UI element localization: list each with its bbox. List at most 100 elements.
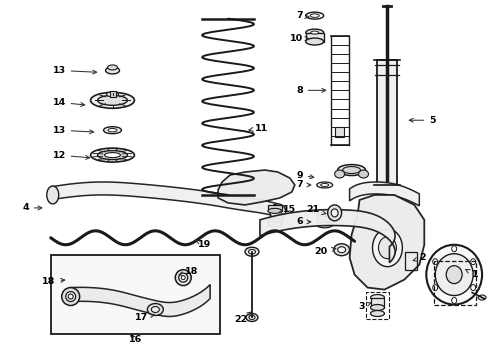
Ellipse shape — [91, 92, 134, 108]
Text: 9: 9 — [296, 171, 314, 180]
Ellipse shape — [245, 247, 259, 256]
Bar — [268, 218, 282, 224]
Ellipse shape — [249, 315, 255, 319]
Text: 8: 8 — [296, 86, 326, 95]
Ellipse shape — [359, 170, 368, 178]
Text: 11: 11 — [249, 124, 268, 133]
Text: 19: 19 — [196, 240, 211, 249]
Text: 18: 18 — [179, 267, 198, 276]
Ellipse shape — [66, 292, 75, 302]
Ellipse shape — [246, 314, 258, 321]
Ellipse shape — [317, 182, 333, 188]
Text: 18: 18 — [42, 277, 65, 286]
Ellipse shape — [378, 237, 396, 259]
Ellipse shape — [328, 205, 342, 221]
Ellipse shape — [248, 249, 255, 254]
Ellipse shape — [317, 212, 333, 218]
Ellipse shape — [105, 67, 120, 74]
Ellipse shape — [372, 229, 402, 267]
Bar — [51, 255, 220, 334]
Bar — [366, 292, 390, 319]
Text: 10: 10 — [290, 34, 309, 43]
Bar — [268, 205, 282, 211]
Text: 6: 6 — [296, 217, 311, 226]
Text: 1: 1 — [466, 270, 479, 279]
Ellipse shape — [370, 294, 385, 301]
Ellipse shape — [147, 303, 163, 315]
Polygon shape — [349, 182, 419, 206]
Text: 2: 2 — [413, 253, 426, 262]
Ellipse shape — [433, 259, 438, 265]
Text: 13: 13 — [52, 66, 97, 75]
Ellipse shape — [268, 221, 282, 226]
Bar — [317, 215, 333, 225]
Text: 7: 7 — [296, 180, 311, 189]
Ellipse shape — [335, 170, 344, 178]
Ellipse shape — [343, 167, 361, 174]
Ellipse shape — [331, 209, 338, 217]
Ellipse shape — [104, 153, 121, 158]
Ellipse shape — [370, 305, 385, 310]
Ellipse shape — [338, 247, 345, 253]
Ellipse shape — [446, 266, 462, 284]
Text: 14: 14 — [52, 98, 85, 107]
Bar — [110, 91, 116, 97]
Ellipse shape — [179, 273, 188, 282]
Ellipse shape — [151, 306, 159, 312]
Ellipse shape — [62, 288, 80, 306]
Text: 5: 5 — [409, 116, 436, 125]
Ellipse shape — [452, 246, 457, 252]
Bar — [377, 60, 397, 185]
Ellipse shape — [103, 127, 122, 134]
Ellipse shape — [435, 254, 473, 296]
Text: 3: 3 — [358, 302, 371, 311]
Ellipse shape — [108, 129, 117, 132]
Ellipse shape — [311, 31, 319, 34]
Text: 22: 22 — [235, 312, 251, 324]
Ellipse shape — [98, 150, 127, 159]
Ellipse shape — [270, 204, 286, 220]
Polygon shape — [349, 195, 424, 289]
Text: 15: 15 — [279, 206, 296, 215]
Ellipse shape — [471, 259, 476, 265]
Ellipse shape — [471, 285, 476, 291]
Ellipse shape — [433, 285, 438, 291]
Ellipse shape — [321, 184, 329, 186]
Ellipse shape — [426, 245, 482, 305]
Bar — [370, 298, 385, 307]
Ellipse shape — [68, 294, 73, 299]
Bar — [405, 252, 417, 270]
Text: 12: 12 — [52, 150, 90, 159]
Text: 7: 7 — [296, 11, 309, 20]
Text: 13: 13 — [52, 126, 94, 135]
Ellipse shape — [306, 29, 324, 36]
Text: 21: 21 — [306, 206, 326, 215]
Ellipse shape — [321, 213, 329, 216]
Ellipse shape — [91, 148, 134, 162]
Ellipse shape — [98, 95, 127, 105]
Text: 20: 20 — [315, 247, 336, 256]
Ellipse shape — [334, 244, 349, 256]
Ellipse shape — [370, 310, 385, 316]
Bar — [335, 127, 344, 137]
Ellipse shape — [306, 12, 324, 19]
Ellipse shape — [310, 14, 319, 17]
Ellipse shape — [47, 186, 59, 204]
Ellipse shape — [268, 208, 282, 213]
Polygon shape — [218, 170, 295, 205]
Bar — [434, 261, 476, 305]
Ellipse shape — [478, 295, 486, 300]
Ellipse shape — [106, 92, 119, 97]
Text: 17: 17 — [135, 313, 154, 322]
Polygon shape — [260, 210, 395, 263]
Polygon shape — [71, 285, 210, 316]
Bar — [306, 32, 324, 41]
Text: 16: 16 — [128, 335, 142, 344]
Ellipse shape — [107, 65, 118, 70]
Ellipse shape — [452, 298, 457, 303]
Text: 4: 4 — [22, 203, 42, 212]
Polygon shape — [51, 182, 278, 217]
Ellipse shape — [338, 165, 366, 176]
Ellipse shape — [317, 222, 333, 228]
Ellipse shape — [306, 38, 324, 45]
